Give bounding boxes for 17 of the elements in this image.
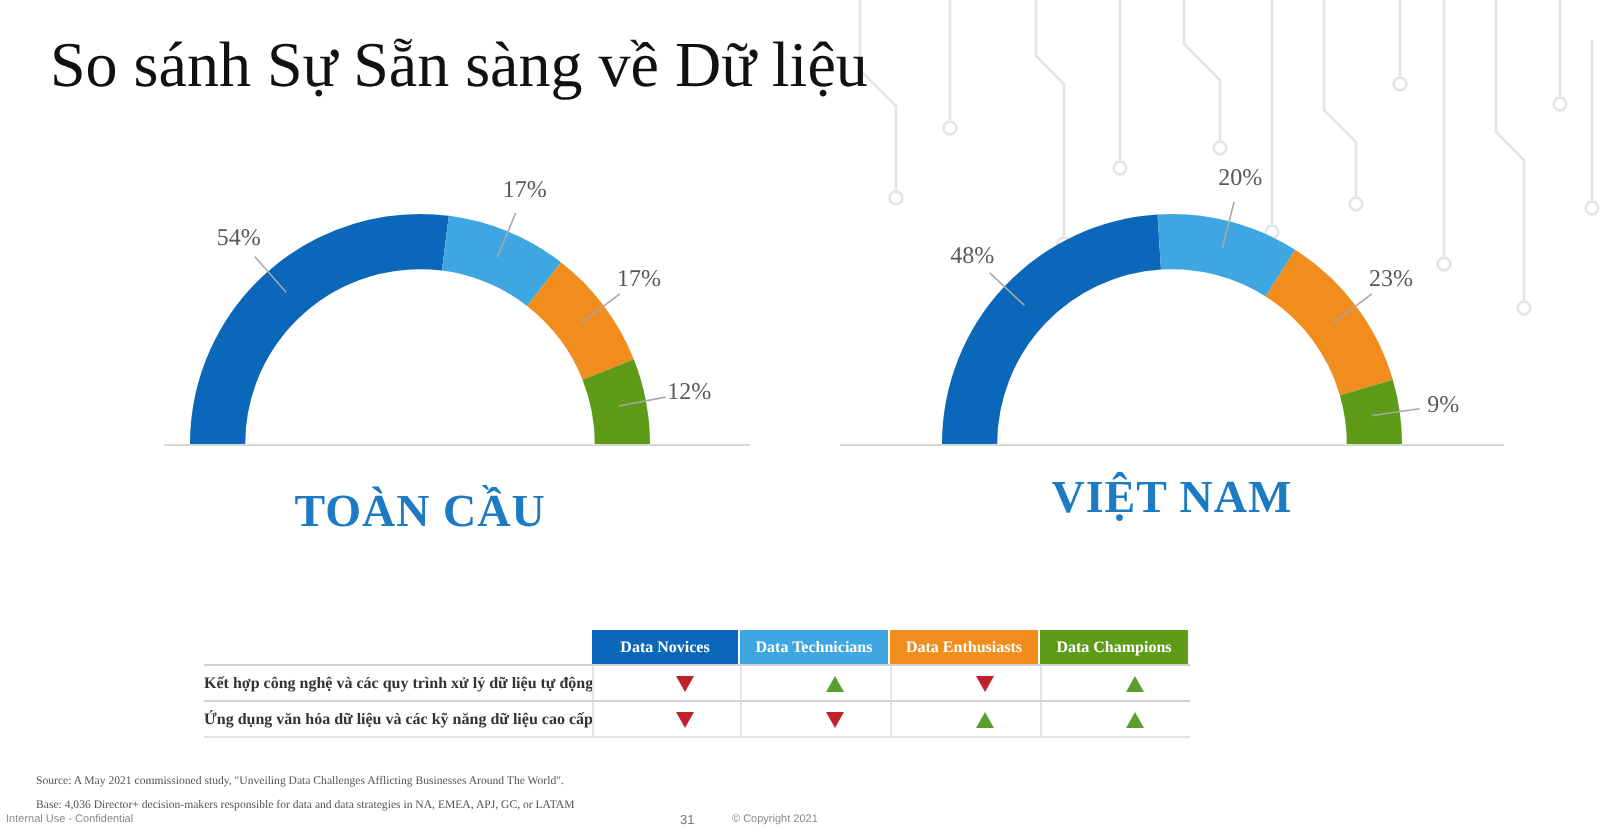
text: Data Novices <box>592 630 738 664</box>
text: Ứng dụng văn hóa dữ liệu và các kỹ năng dữ liệu cao cấp <box>204 708 593 732</box>
data-label: 12% <box>667 376 712 405</box>
data-label: 20% <box>1218 162 1263 191</box>
text: Data Champions <box>1040 630 1188 664</box>
text: Kết hợp công nghệ và các quy trình xử lý dữ liệu tự động <box>204 672 594 696</box>
data-label: 23% <box>1369 263 1414 292</box>
text: VIỆT NAM <box>1049 472 1295 522</box>
data-label: 17% <box>502 175 547 204</box>
text: Data Enthusiasts <box>890 630 1038 664</box>
text: TOÀN CẦU <box>292 486 548 536</box>
data-label: 54% <box>216 222 261 251</box>
text: So sánh Sự Sẵn sàng về Dữ liệu <box>50 28 868 100</box>
data-label: 9% <box>1427 389 1460 418</box>
data-label: 17% <box>617 263 662 292</box>
data-label: 48% <box>950 240 995 269</box>
text: Data Technicians <box>740 630 888 664</box>
